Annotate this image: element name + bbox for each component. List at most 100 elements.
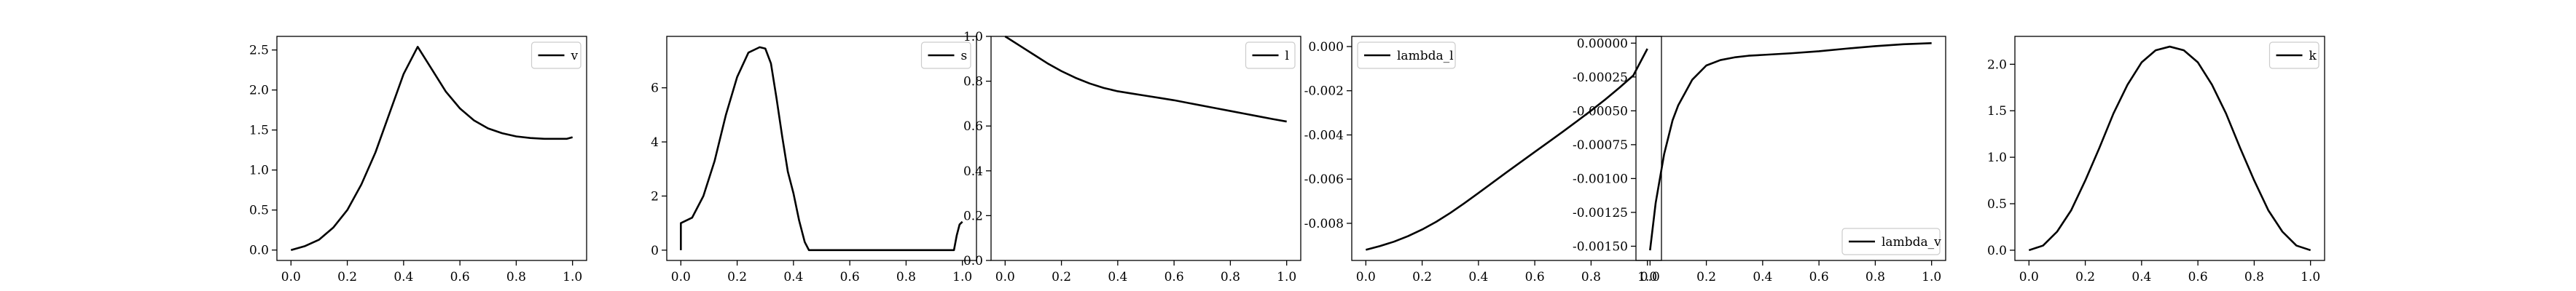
x-tick-label: 0.6 — [1525, 270, 1545, 284]
x-tick-label: 0.4 — [2131, 270, 2151, 284]
legend-label: lambda_l — [1397, 49, 1454, 63]
y-tick-label: 1.5 — [1987, 104, 2007, 119]
x-tick-label: 0.2 — [1696, 270, 1716, 284]
y-tick-label: 4 — [651, 135, 659, 150]
y-tick-label: 0.6 — [963, 119, 983, 134]
y-tick-label: 1.5 — [249, 124, 269, 138]
axes-frame — [2014, 36, 2325, 261]
y-tick-label: -0.006 — [1304, 172, 1344, 187]
y-tick-label: -0.00025 — [1573, 71, 1628, 85]
series-line — [680, 46, 963, 252]
series-line — [2028, 45, 2311, 252]
y-tick-label: 1.0 — [963, 30, 983, 44]
x-tick-label: 0.0 — [2019, 270, 2039, 284]
y-tick-label: 0.000 — [1308, 40, 1344, 55]
y-tick-label: -0.004 — [1304, 128, 1344, 143]
x-tick-label: 0.6 — [2188, 270, 2208, 284]
y-tick-label: 2 — [651, 189, 659, 204]
y-tick-label: 0.0 — [1987, 244, 2007, 258]
legend-box — [1357, 41, 1456, 69]
y-tick-label: 2.5 — [249, 44, 269, 58]
x-tick-label: 0.8 — [1221, 270, 1240, 284]
x-tick-label: 0.4 — [1468, 270, 1488, 284]
x-tick-label: 0.4 — [1753, 270, 1772, 284]
x-tick-label: 0.6 — [1809, 270, 1829, 284]
x-tick-label: 0.6 — [840, 270, 860, 284]
y-tick-label: 0 — [651, 244, 659, 258]
y-tick-label: 0.2 — [963, 209, 983, 223]
legend: v — [531, 41, 582, 69]
y-tick-label: -0.00150 — [1573, 239, 1628, 254]
legend-label: k — [2309, 49, 2317, 63]
y-tick-label: 0.8 — [963, 75, 983, 89]
x-tick-label: 0.8 — [1581, 270, 1601, 284]
x-tick-label: 0.4 — [394, 270, 413, 284]
series-line — [1004, 35, 1287, 123]
x-tick-label: 1.0 — [1922, 270, 1941, 284]
legend-label: l — [1285, 49, 1289, 63]
x-tick-label: 0.0 — [1640, 270, 1660, 284]
chart-panel-5: 0.0 0.2 0.4 0.6 0.8 1.0 0.00000 -0.00025 -0.0005… — [1573, 36, 1946, 284]
x-tick-label: 0.6 — [450, 270, 470, 284]
y-tick-label: -0.00100 — [1573, 172, 1628, 186]
y-tick-label: 2.0 — [249, 84, 269, 98]
y-tick-label: -0.00125 — [1573, 206, 1628, 220]
series-line — [290, 46, 573, 251]
legend: lambda_l — [1357, 41, 1456, 69]
chart-panel-4: 0.0 0.2 0.4 0.6 0.8 1.0 0.000 -0.002 -0.004 -0.00… — [1304, 36, 1662, 284]
legend: s — [920, 41, 971, 69]
x-tick-label: 1.0 — [952, 270, 972, 284]
x-tick-label: 1.0 — [2301, 270, 2320, 284]
x-tick-label: 0.2 — [337, 270, 357, 284]
x-tick-label: 0.6 — [1164, 270, 1184, 284]
x-tick-label: 1.0 — [563, 270, 582, 284]
legend-box — [1841, 228, 1941, 255]
axes-frame — [990, 36, 1301, 261]
y-tick-label: 0.00000 — [1577, 36, 1628, 51]
y-tick-label: 0.5 — [249, 204, 269, 218]
y-tick-label: 0.5 — [1987, 197, 2007, 212]
legend: lambda_v — [1841, 228, 1941, 255]
chart-panel-6: 0.0 0.2 0.4 0.6 0.8 1.0 0.0 0.5 1.0 1.5 2.0 k — [1987, 36, 2325, 284]
axes-frame — [276, 36, 587, 261]
x-tick-label: 0.8 — [2244, 270, 2264, 284]
chart-panel-3: 0.0 0.2 0.4 0.6 0.8 1.0 0.0 0.2 0.4 0.6 0.8 1.0 l — [963, 30, 1301, 284]
y-tick-label: 0.0 — [963, 254, 983, 268]
legend-label: lambda_v — [1882, 235, 1941, 250]
chart-panel-1: 0.0 0.2 0.4 0.6 0.8 1.0 0.0 0.5 1.0 1.5 2.0 2.5 v — [249, 36, 587, 284]
axes-frame — [1351, 36, 1662, 261]
chart-panel-2: 0.0 0.2 0.4 0.6 0.8 1.0 0 2 4 6 s — [651, 36, 977, 284]
axes-frame — [666, 36, 977, 261]
series-line — [1365, 48, 1648, 251]
x-tick-label: 0.8 — [1866, 270, 1885, 284]
legend: k — [2268, 41, 2319, 69]
y-tick-label: 0.4 — [963, 164, 983, 179]
y-tick-label: 1.0 — [249, 164, 269, 178]
x-tick-label: 0.2 — [2075, 270, 2095, 284]
y-tick-label: 6 — [651, 81, 659, 96]
y-tick-label: 2.0 — [1987, 57, 2007, 72]
x-tick-label: 0.4 — [1108, 270, 1127, 284]
legend: l — [1245, 41, 1296, 69]
legend-label: s — [961, 49, 968, 63]
x-tick-label: 0.8 — [506, 270, 526, 284]
y-tick-label: -0.00050 — [1573, 104, 1628, 119]
x-tick-label: 0.8 — [896, 270, 916, 284]
x-tick-label: 0.4 — [783, 270, 803, 284]
x-tick-label: 0.0 — [671, 270, 691, 284]
x-tick-label: 0.0 — [281, 270, 301, 284]
x-tick-label: 0.2 — [1052, 270, 1071, 284]
legend-label: v — [571, 49, 579, 63]
x-tick-label: 1.0 — [1637, 270, 1657, 284]
x-tick-label: 1.0 — [1277, 270, 1296, 284]
x-tick-label: 0.0 — [995, 270, 1015, 284]
axes-frame — [1635, 36, 1946, 261]
y-tick-label: 1.0 — [1987, 151, 2007, 165]
y-tick-label: 0.0 — [249, 244, 269, 258]
x-tick-label: 0.0 — [1356, 270, 1376, 284]
y-tick-label: -0.008 — [1304, 217, 1344, 231]
series-line — [1649, 42, 1932, 251]
y-tick-label: -0.002 — [1304, 84, 1344, 99]
x-tick-label: 0.2 — [1412, 270, 1432, 284]
